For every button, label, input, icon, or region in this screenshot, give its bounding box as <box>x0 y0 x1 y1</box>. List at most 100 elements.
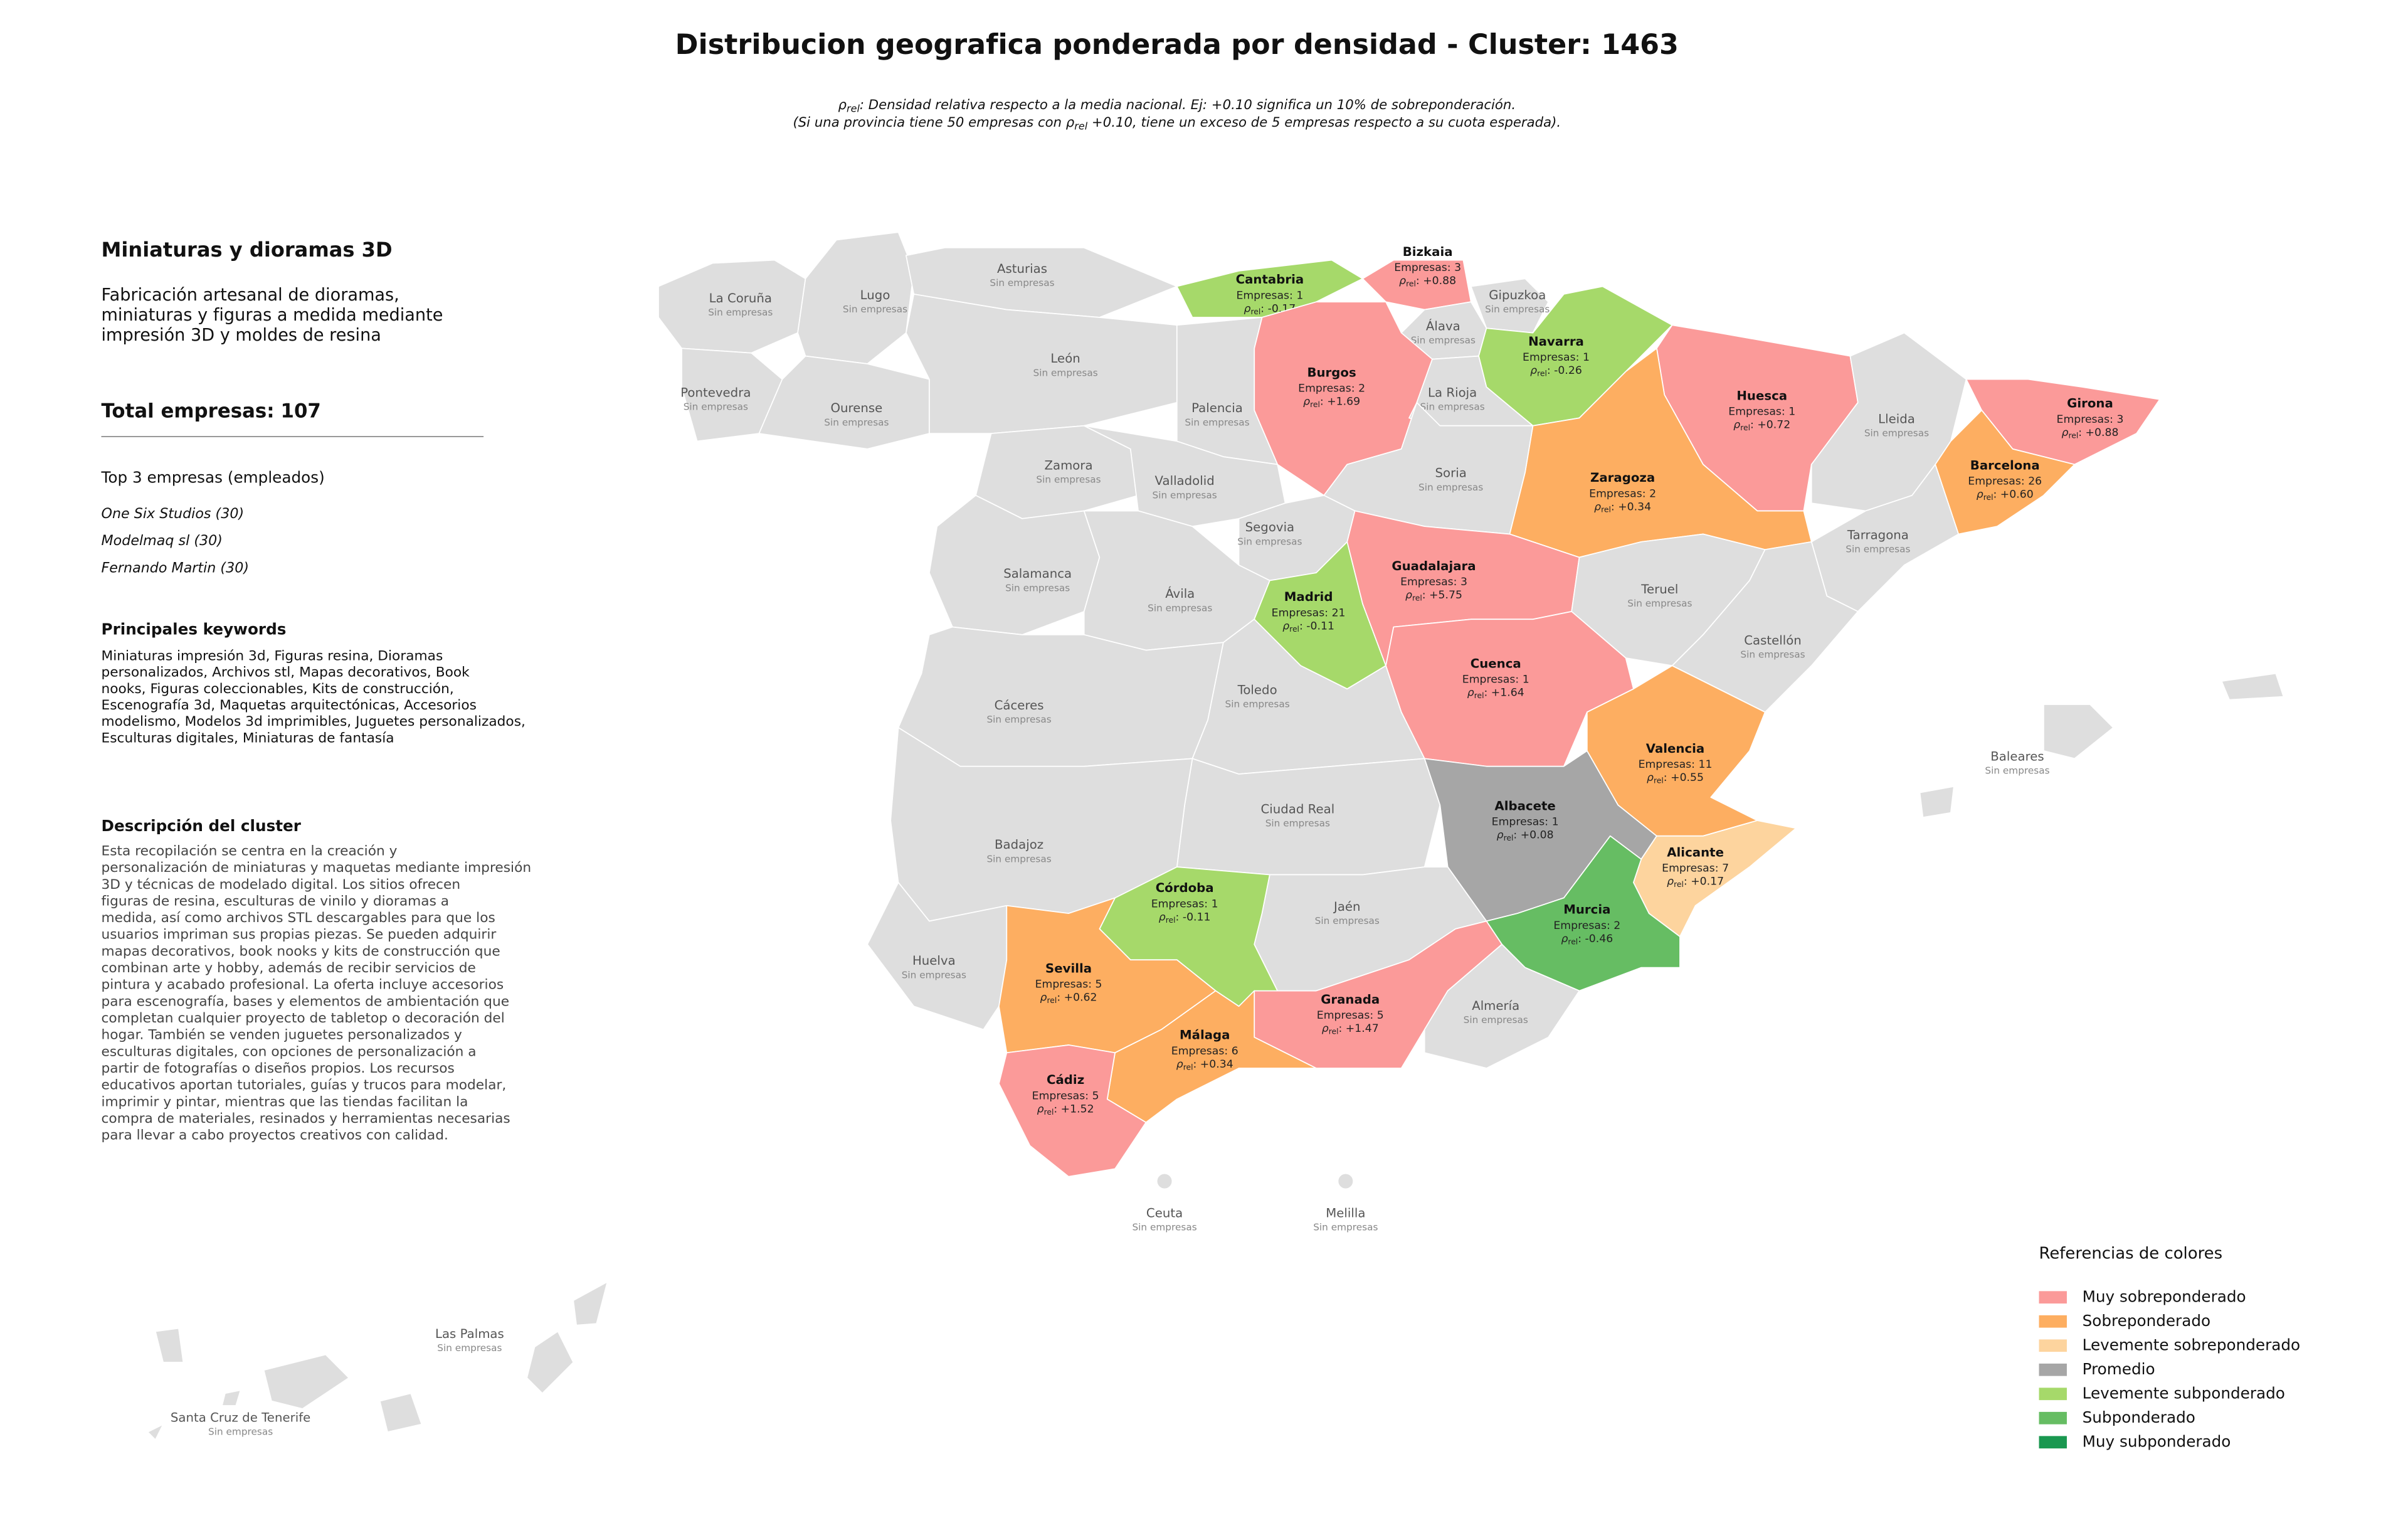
province-name: Teruel <box>1640 582 1678 597</box>
province-name: Castellón <box>1744 633 1802 647</box>
province-shape <box>906 294 1178 434</box>
province-empty-label: Sin empresas <box>990 277 1054 289</box>
rho-subscript: rel <box>1537 369 1547 378</box>
description-line: compra de materiales, resinados y herram… <box>101 1111 510 1127</box>
keywords-line: Escenografía 3d, Maquetas arquitectónica… <box>101 698 476 713</box>
rho-subscript: rel <box>1674 880 1684 889</box>
province-shape <box>221 1389 241 1406</box>
province-name: Córdoba <box>1156 881 1214 895</box>
province-shape <box>526 1330 574 1394</box>
rho-value: : +0.55 <box>1664 772 1704 784</box>
province-rho: ρrel: +0.17 <box>1667 876 1724 889</box>
province-shape <box>1323 401 1534 535</box>
title: Distribucion geografica ponderada por de… <box>675 29 1679 61</box>
province-count: Empresas: 1 <box>1151 898 1218 910</box>
province-shape <box>1191 618 1425 775</box>
province-name: Badajoz <box>995 837 1043 852</box>
province-rho: ρrel: +0.55 <box>1647 772 1704 785</box>
legend-swatch <box>2039 1436 2067 1449</box>
province-count: Empresas: 3 <box>1400 576 1467 588</box>
province-empty-label: Sin empresas <box>1132 1222 1196 1233</box>
province-rho: ρrel: +0.08 <box>1497 829 1554 842</box>
province-name: Huesca <box>1736 388 1787 403</box>
province-count: Empresas: 3 <box>1394 262 1461 274</box>
province-empty-label: Sin empresas <box>1185 416 1249 428</box>
province-empty-label: Sin empresas <box>1418 482 1483 493</box>
province-rho: ρrel: -0.26 <box>1530 364 1582 378</box>
province-empty-label: Sin empresas <box>684 401 748 413</box>
province-shape <box>929 494 1101 635</box>
province-shape <box>1423 943 1580 1069</box>
description-line: partir de fotografías o diseños propios.… <box>101 1061 454 1076</box>
province-empty-label: Sin empresas <box>1225 698 1290 709</box>
rho-value: : +0.60 <box>1993 489 2034 501</box>
province-empty-label: Sin empresas <box>824 416 889 428</box>
top-company: Modelmaq sl (30) <box>101 533 222 549</box>
province-name: Barcelona <box>1970 458 2040 472</box>
province-count: Empresas: 2 <box>1553 920 1620 932</box>
province-name: Granada <box>1321 992 1380 1007</box>
province-empty-label: Sin empresas <box>1148 602 1212 613</box>
legend-title: Referencias de colores <box>2039 1244 2223 1263</box>
rho-subscript: rel <box>1601 505 1611 514</box>
province-count: Empresas: 21 <box>1272 607 1346 619</box>
province-name: Burgos <box>1307 365 1356 379</box>
rho-value: : +0.88 <box>1416 275 1456 287</box>
province-name: Zamora <box>1044 458 1092 472</box>
province-shape <box>379 1393 423 1433</box>
province-empty-label: Sin empresas <box>1033 367 1097 378</box>
province-count: Empresas: 1 <box>1462 673 1529 686</box>
province-empty-label: Sin empresas <box>1485 304 1550 315</box>
province-name: Pontevedra <box>680 385 751 400</box>
rho-symbol: ρ <box>1667 876 1674 888</box>
rho-subscript: rel <box>1740 423 1750 432</box>
rho-symbol: ρ <box>1561 933 1568 945</box>
legend: Referencias de colores Muy sobreponderado… <box>2039 1244 2300 1450</box>
province-empty-label: Sin empresas <box>1627 598 1692 609</box>
description-line: hogar. También se venden juguetes person… <box>101 1027 462 1043</box>
province-rho: ρrel: +0.34 <box>1594 501 1651 514</box>
rho-subscript: rel <box>1412 593 1422 602</box>
province-shape <box>1337 1172 1354 1190</box>
province-count: Empresas: 3 <box>2057 413 2124 426</box>
cluster-summary: miniaturas y figuras a medida mediante <box>101 305 443 325</box>
province-name: Lleida <box>1878 411 1915 426</box>
province-empty-label: Sin empresas <box>1036 474 1101 485</box>
province-name: Sevilla <box>1045 962 1092 976</box>
cluster-name: Miniaturas y dioramas 3D <box>101 238 392 262</box>
province-name: Las Palmas <box>435 1327 504 1341</box>
province-empty-label: Sin empresas <box>986 714 1051 725</box>
province-name: Bizkaia <box>1403 245 1453 259</box>
province-count: Empresas: 2 <box>1589 487 1656 500</box>
legend-label: Muy sobreponderado <box>2083 1287 2246 1305</box>
rho-value: : +0.34 <box>1611 501 1651 513</box>
legend-label: Subponderado <box>2083 1408 2195 1426</box>
rho-value: : +0.62 <box>1057 992 1097 1004</box>
rho-symbol: ρ <box>1037 1103 1044 1115</box>
province-count: Empresas: 6 <box>1171 1045 1238 1058</box>
keywords-line: Esculturas digitales, Miniaturas de fant… <box>101 730 394 746</box>
province-empty-label: Sin empresas <box>1237 536 1302 547</box>
legend-label: Sobreponderado <box>2083 1312 2210 1330</box>
rho-subscript: rel <box>1406 279 1416 288</box>
description-line: personalización de miniaturas y maquetas… <box>101 860 531 876</box>
note-segment: ρ <box>838 97 847 113</box>
province-empty-label: Sin empresas <box>986 853 1051 864</box>
province-name: Baleares <box>1990 749 2044 763</box>
keywords-line: Miniaturas impresión 3d, Figuras resina,… <box>101 648 443 664</box>
province-empty-label: Sin empresas <box>1313 1222 1378 1233</box>
rho-symbol: ρ <box>1322 1022 1329 1035</box>
province-name: Girona <box>2067 396 2113 411</box>
rho-value: : +0.72 <box>1750 418 1790 431</box>
rho-subscript: rel <box>1654 776 1664 785</box>
province-rho: ρrel: +5.75 <box>1405 589 1462 602</box>
province-name: Segovia <box>1245 520 1295 534</box>
province-empty-label: Sin empresas <box>1464 1014 1528 1026</box>
province-empty-label: Sin empresas <box>843 304 907 315</box>
description-line: esculturas digitales, con opciones de pe… <box>101 1044 476 1059</box>
province-name: Ourense <box>831 401 883 415</box>
province-empty-label: Sin empresas <box>1265 818 1330 829</box>
legend-label: Levemente sobreponderado <box>2083 1335 2300 1354</box>
